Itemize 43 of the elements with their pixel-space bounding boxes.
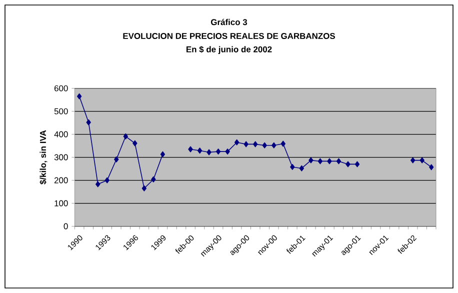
y-tick-label: 400 (54, 131, 68, 138)
point (253, 141, 258, 148)
point (104, 177, 110, 184)
point (216, 148, 221, 155)
y-tick-label: 0 (64, 223, 68, 230)
point (160, 151, 166, 158)
y-axis-title: $/kilo, sin IVA (40, 130, 48, 184)
y-tick-label: 500 (54, 108, 68, 114)
point (234, 139, 240, 146)
point (327, 158, 332, 164)
point (410, 157, 416, 164)
point (354, 161, 360, 168)
point (244, 141, 248, 148)
point (299, 165, 304, 172)
point (272, 142, 276, 148)
point (151, 176, 156, 182)
point (318, 158, 323, 164)
point (96, 181, 100, 188)
point (114, 156, 119, 162)
point (346, 161, 350, 168)
point (429, 164, 434, 170)
y-tick-label: 200 (54, 177, 68, 184)
point (123, 133, 128, 140)
point (280, 140, 286, 147)
point (142, 185, 147, 192)
chart-title: EVOLUCION DE PRECIOS REALES DE GARBANZOS (123, 33, 335, 39)
point (197, 148, 202, 154)
y-tick-label: 100 (54, 200, 68, 206)
point (188, 146, 193, 152)
text: Gráfico 3 (210, 18, 248, 26)
point (132, 140, 138, 146)
point (76, 93, 82, 100)
y-tick-label: 600 (54, 85, 68, 92)
point (336, 158, 342, 164)
point (262, 142, 267, 148)
point (225, 148, 230, 155)
chart-subtitle: En $ de junio de 2002 (186, 46, 272, 54)
y-tick-label: 300 (54, 154, 68, 160)
point (420, 157, 424, 164)
point (86, 119, 91, 126)
point (290, 164, 295, 170)
point (206, 149, 212, 156)
point (308, 157, 314, 164)
